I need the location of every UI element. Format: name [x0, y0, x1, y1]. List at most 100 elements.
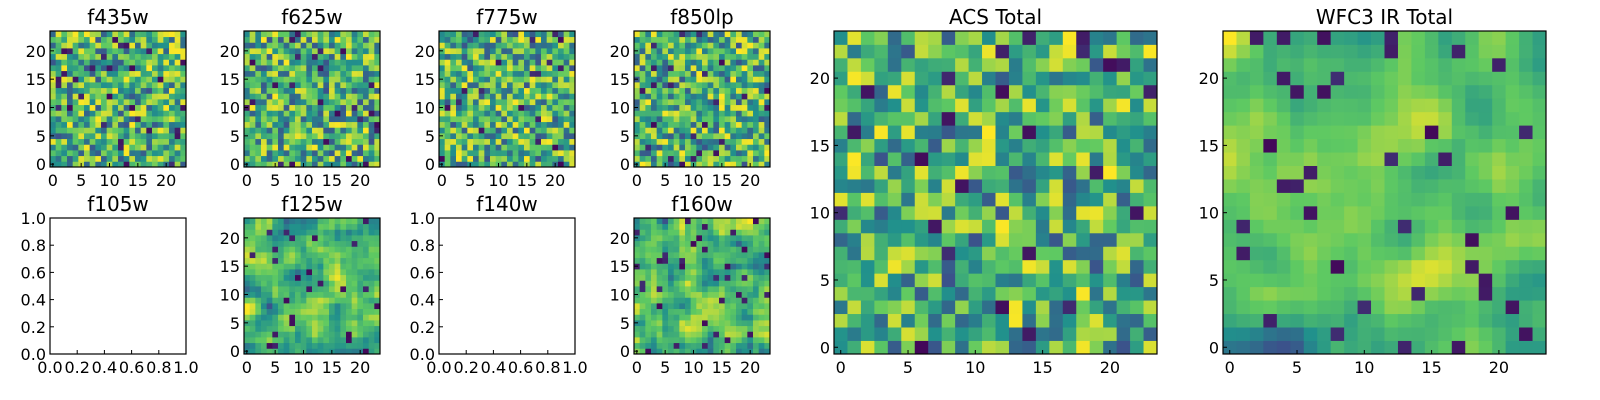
heatmap-cell	[707, 218, 714, 225]
heatmap-cell	[478, 99, 485, 106]
heatmap-cell	[495, 31, 502, 38]
heatmap-cell	[679, 320, 686, 327]
heatmap-cell	[764, 229, 771, 236]
heatmap-cell	[334, 342, 341, 349]
heatmap-cell	[758, 331, 765, 338]
heatmap-cell	[651, 42, 658, 49]
heatmap-cell	[1276, 165, 1291, 180]
heatmap-cell	[346, 291, 353, 298]
heatmap-cell	[524, 87, 531, 94]
heatmap-cell	[244, 31, 251, 38]
heatmap-cell	[724, 121, 731, 128]
heatmap-cell	[1049, 327, 1064, 341]
heatmap-cell	[55, 36, 62, 43]
heatmap-cell	[300, 121, 307, 128]
heatmap-cell	[707, 138, 714, 145]
heatmap-cell	[295, 263, 302, 270]
heatmap-cell	[118, 48, 125, 55]
heatmap-cell	[501, 127, 508, 134]
heatmap-cell	[995, 340, 1010, 355]
heatmap-cell	[312, 110, 319, 117]
heatmap-cell	[860, 31, 875, 45]
heatmap-cell	[89, 144, 96, 151]
heatmap-cell	[860, 192, 875, 207]
heatmap-cell	[651, 291, 658, 298]
heatmap-cell	[323, 31, 330, 38]
heatmap-cell	[941, 111, 956, 126]
heatmap-cell	[1008, 205, 1023, 220]
heatmap-cell	[106, 138, 113, 145]
heatmap-cell	[874, 31, 889, 45]
heatmap-cell	[753, 263, 760, 270]
heatmap-cell	[668, 263, 675, 270]
heatmap-cells-f625w	[244, 31, 381, 168]
heatmap-cell	[317, 348, 324, 355]
heatmap-cell	[968, 31, 983, 45]
heatmap-cell	[634, 116, 641, 123]
heatmap-cell	[61, 144, 68, 151]
heatmap-cell	[730, 138, 737, 145]
heatmap-cell	[346, 48, 353, 55]
heatmap-cell	[764, 93, 771, 100]
heatmap-cell	[329, 31, 336, 38]
heatmap-cell	[1384, 340, 1399, 355]
heatmap-cell	[278, 144, 285, 151]
heatmap-cell	[730, 257, 737, 264]
heatmap-cell	[707, 331, 714, 338]
x-tick-label: 20	[350, 358, 370, 377]
heatmap-cell	[758, 116, 765, 123]
heatmap-cell	[702, 252, 709, 259]
heatmap-cell	[357, 150, 364, 157]
heatmap-cell	[764, 127, 771, 134]
heatmap-cell	[323, 280, 330, 287]
heatmap-cell	[118, 59, 125, 66]
heatmap-cell	[50, 110, 57, 117]
heatmap-cell	[140, 48, 147, 55]
heatmap-cell	[1276, 138, 1291, 153]
heatmap-cell	[334, 331, 341, 338]
heatmap-cell	[1062, 192, 1077, 207]
heatmap-cell	[461, 110, 468, 117]
heatmap-cell	[639, 127, 646, 134]
heatmap-cell	[317, 65, 324, 72]
heatmap-cell	[444, 59, 451, 66]
heatmap-cell	[685, 144, 692, 151]
heatmap-cell	[351, 42, 358, 49]
heatmap-cell	[928, 125, 943, 140]
heatmap-cell	[1062, 138, 1077, 153]
heatmap-cell	[668, 246, 675, 253]
heatmap-cell	[1223, 57, 1237, 72]
heatmap-cell	[651, 31, 658, 38]
heatmap-cell	[135, 144, 142, 151]
heatmap-cell	[289, 70, 296, 77]
heatmap-cell	[1062, 259, 1077, 274]
heatmap-cell	[266, 110, 273, 117]
heatmap-cell	[563, 150, 570, 157]
heatmap-cell	[261, 138, 268, 145]
heatmap-cell	[473, 161, 480, 168]
heatmap-cell	[278, 348, 285, 355]
heatmap-cell	[656, 82, 663, 89]
heatmap-cell	[89, 36, 96, 43]
heatmap-cell	[340, 303, 347, 310]
heatmap-cell	[272, 257, 279, 264]
heatmap-cell	[374, 133, 381, 140]
heatmap-cell	[1130, 44, 1144, 59]
heatmap-cell	[312, 348, 319, 355]
heatmap-cell	[639, 133, 646, 140]
heatmap-cell	[129, 36, 136, 43]
heatmap-cell	[1049, 205, 1064, 220]
heatmap-cell	[1411, 98, 1426, 113]
heatmap-cell	[490, 42, 497, 49]
heatmap-cell	[1089, 313, 1104, 328]
heatmap-cell	[634, 223, 641, 230]
heatmap-cell	[255, 87, 262, 94]
heatmap-cell	[1249, 125, 1264, 140]
heatmap-cell	[736, 53, 743, 60]
heatmap-cell	[1008, 219, 1023, 234]
heatmap-cell	[1076, 327, 1091, 341]
heatmap-cell	[123, 93, 130, 100]
heatmap-cell	[461, 36, 468, 43]
heatmap-cell	[753, 144, 760, 151]
heatmap-cell	[357, 308, 364, 315]
